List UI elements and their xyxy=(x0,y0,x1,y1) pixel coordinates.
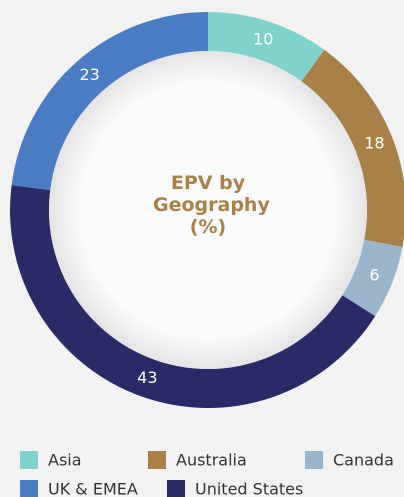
donut-slice xyxy=(11,12,208,191)
legend-label: UK & EMEA xyxy=(48,480,138,497)
legend-label: Canada xyxy=(333,451,394,470)
legend-swatch xyxy=(20,480,38,497)
legend-swatch xyxy=(167,480,185,497)
data-label: 6 xyxy=(369,265,379,284)
legend-label: United States xyxy=(195,480,303,497)
donut-slice xyxy=(342,239,403,317)
legend-swatch xyxy=(20,451,38,469)
donut-hole xyxy=(49,51,367,369)
donut-slice xyxy=(9,185,376,409)
data-label: 10 xyxy=(253,29,273,48)
donut-slice xyxy=(208,12,325,82)
data-label: 23 xyxy=(79,65,99,84)
legend-swatch xyxy=(148,451,166,469)
data-label: 18 xyxy=(364,134,384,153)
legend-swatch xyxy=(305,451,323,469)
legend-label: Australia xyxy=(176,451,247,470)
data-label: 43 xyxy=(137,368,157,387)
donut-slice xyxy=(301,49,404,248)
chart-title: EPV by Geography (%) xyxy=(153,172,270,238)
legend-label: Asia xyxy=(48,451,82,470)
